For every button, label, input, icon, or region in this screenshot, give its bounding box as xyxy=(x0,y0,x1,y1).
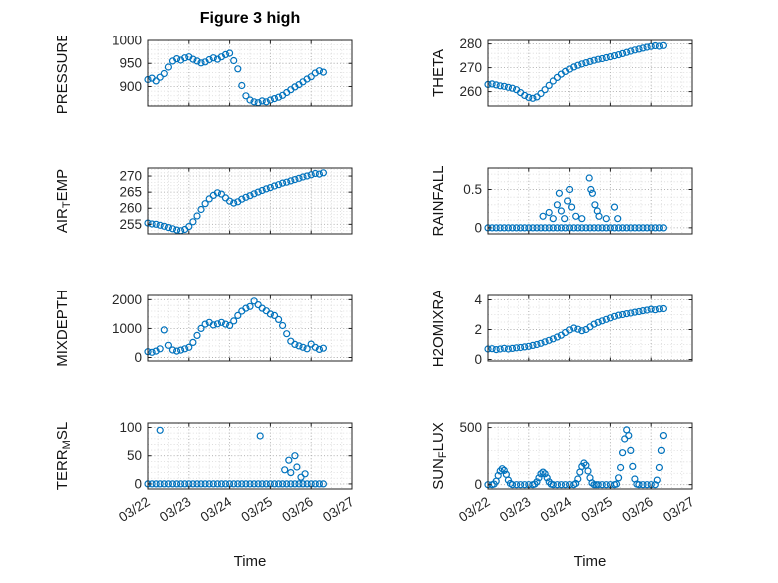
svg-text:950: 950 xyxy=(119,56,142,71)
chart-canvas: 0 2 4 H2OMIXRA xyxy=(430,289,693,367)
svg-text:03/24: 03/24 xyxy=(198,494,235,525)
svg-text:03/26: 03/26 xyxy=(279,494,316,525)
tick-marks xyxy=(487,168,693,234)
y-axis-label: PRESSURE xyxy=(54,36,71,114)
svg-text:0: 0 xyxy=(134,350,142,365)
svg-text:03/27: 03/27 xyxy=(660,494,695,525)
svg-text:2: 2 xyxy=(474,322,482,337)
y-tick-labels: 0 50 100 xyxy=(119,420,142,491)
svg-text:0.5: 0.5 xyxy=(463,182,482,197)
subplot-theta: 260 270 280 THETA xyxy=(375,36,695,121)
tick-marks xyxy=(147,168,353,234)
subplot-h2omixra: 0 2 4 H2OMIXRA xyxy=(375,289,695,376)
tick-marks xyxy=(487,295,693,361)
axes-box xyxy=(487,39,693,107)
minor-grid xyxy=(487,40,693,107)
tick-marks xyxy=(487,423,693,489)
y-tick-labels: 00.5 xyxy=(463,182,482,235)
subplot-air-temp: 255 260 265 270 AIRTEMP xyxy=(35,164,355,249)
x-tick-labels: 03/22 03/23 03/24 03/25 03/26 03/27 xyxy=(116,494,357,525)
axes-box xyxy=(147,167,353,235)
subplot-rainfall: 0 0.5 RAINFALL xyxy=(375,164,695,249)
subplot-mixdepth: 0 1000 2000 MIXDEPTH xyxy=(35,289,355,376)
subplot-sun-flux: 0 500 SUNFLUX 03/22 03/23 03/24 03/25 03/26 03/2… xyxy=(375,419,697,583)
svg-text:0: 0 xyxy=(134,476,142,491)
y-tick-labels: 0 2 4 xyxy=(474,292,482,367)
svg-text:100: 100 xyxy=(119,420,142,435)
tick-marks xyxy=(147,39,353,106)
axes-box xyxy=(147,39,353,107)
y-axis-label: MIXDEPTH xyxy=(54,291,71,367)
data-points xyxy=(484,41,667,102)
y-axis-label: TERRMSL xyxy=(54,422,73,490)
y-tick-labels: 260 270 280 xyxy=(459,36,482,99)
axes-box xyxy=(487,294,693,362)
x-axis-label-right: Time xyxy=(573,553,607,570)
data-points xyxy=(144,49,327,107)
y-axis-label: THETA xyxy=(430,49,447,97)
x-tick-labels: 03/22 03/23 03/24 03/25 03/26 03/27 xyxy=(456,494,697,525)
subplot-pressure: 900 950 1000 PRESSURE xyxy=(35,32,355,121)
svg-text:03/27: 03/27 xyxy=(320,494,355,525)
svg-text:255: 255 xyxy=(119,217,142,232)
subplot-terr-msl: 0 50 100 TERRMSL 03/22 03/23 03/24 03/25 03/26 03… xyxy=(35,419,357,583)
svg-text:280: 280 xyxy=(459,36,482,51)
data-points xyxy=(144,297,327,356)
y-tick-labels: 0 1000 2000 xyxy=(112,292,142,365)
y-axis-label: AIRTEMP xyxy=(54,169,73,233)
minor-grid xyxy=(487,295,693,361)
y-axis-label: RAINFALL xyxy=(430,166,447,237)
svg-text:260: 260 xyxy=(459,84,482,99)
y-axis-label: SUNFLUX xyxy=(430,422,449,490)
data-points xyxy=(144,426,327,488)
svg-text:0: 0 xyxy=(474,352,482,367)
svg-text:50: 50 xyxy=(127,448,142,463)
svg-text:270: 270 xyxy=(119,169,142,184)
svg-text:260: 260 xyxy=(119,201,142,216)
y-tick-labels: 0 500 xyxy=(459,420,482,492)
axes-box xyxy=(487,422,693,490)
svg-text:265: 265 xyxy=(119,185,142,200)
svg-text:03/25: 03/25 xyxy=(239,494,276,525)
chart-canvas: 0 500 SUNFLUX 03/22 03/23 03/24 03/25 03/26 03/2… xyxy=(430,420,697,525)
y-axis-label: H2OMIXRA xyxy=(430,291,447,367)
tick-marks xyxy=(147,423,353,489)
svg-text:270: 270 xyxy=(459,60,482,75)
y-tick-labels: 900 950 1000 xyxy=(112,33,142,94)
svg-text:03/25: 03/25 xyxy=(579,494,616,525)
chart-canvas: 0 50 100 TERRMSL 03/22 03/23 03/24 03/25 03/26 03… xyxy=(54,420,357,525)
svg-text:03/22: 03/22 xyxy=(456,494,493,525)
svg-text:500: 500 xyxy=(459,420,482,435)
svg-text:900: 900 xyxy=(119,79,142,94)
tick-marks xyxy=(147,295,353,361)
svg-text:0: 0 xyxy=(474,477,482,492)
tick-marks xyxy=(487,40,693,106)
svg-text:1000: 1000 xyxy=(112,36,142,48)
svg-text:03/23: 03/23 xyxy=(497,494,534,525)
svg-text:03/22: 03/22 xyxy=(116,494,153,525)
chart-canvas: 260 270 280 THETA xyxy=(430,36,693,107)
svg-text:4: 4 xyxy=(474,292,482,307)
data-points xyxy=(484,304,667,354)
svg-text:2000: 2000 xyxy=(112,292,142,307)
figure-title: Figure 3 high xyxy=(199,10,301,27)
svg-text:03/24: 03/24 xyxy=(538,494,575,525)
x-axis-label-left: Time xyxy=(233,553,267,570)
chart-canvas: 0 1000 2000 MIXDEPTH xyxy=(54,289,353,367)
svg-text:03/23: 03/23 xyxy=(157,494,194,525)
minor-grid xyxy=(487,168,693,234)
chart-canvas: 900 950 1000 PRESSURE xyxy=(54,32,353,114)
svg-text:03/26: 03/26 xyxy=(619,494,656,525)
axes-box xyxy=(487,167,693,235)
data-points xyxy=(484,426,667,489)
svg-text:1000: 1000 xyxy=(112,321,142,336)
data-points xyxy=(484,174,667,232)
svg-text:0: 0 xyxy=(474,220,482,235)
